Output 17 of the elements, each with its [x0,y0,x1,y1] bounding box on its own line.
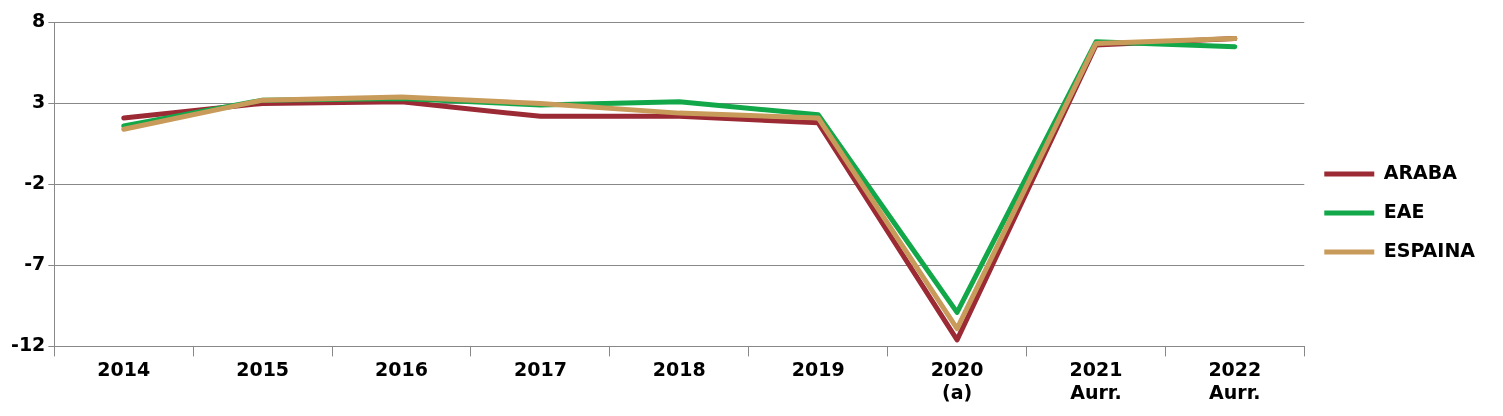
x-tick-label: 2022 Aurr. [1208,357,1262,403]
x-tick-label: 2020 (a) [930,357,984,403]
x-tick-label: 2021 Aurr. [1069,357,1123,403]
x-tick-label: 2019 [791,357,845,380]
legend-label: ESPAINA [1383,238,1476,261]
y-tick-label: -2 [24,171,46,194]
y-tick-label: -7 [24,252,46,275]
legend-label: ARABA [1383,160,1458,183]
y-tick-label: 8 [32,9,46,32]
x-tick-label: 2017 [513,357,567,380]
legend-label: EAE [1383,199,1425,222]
x-tick-label: 2016 [375,357,428,380]
x-tick-label: 2018 [652,357,706,380]
y-tick-label: -12 [11,333,46,356]
y-tick-label: 3 [32,90,46,113]
x-tick-label: 2014 [97,357,151,380]
x-tick-label: 2015 [236,357,290,380]
